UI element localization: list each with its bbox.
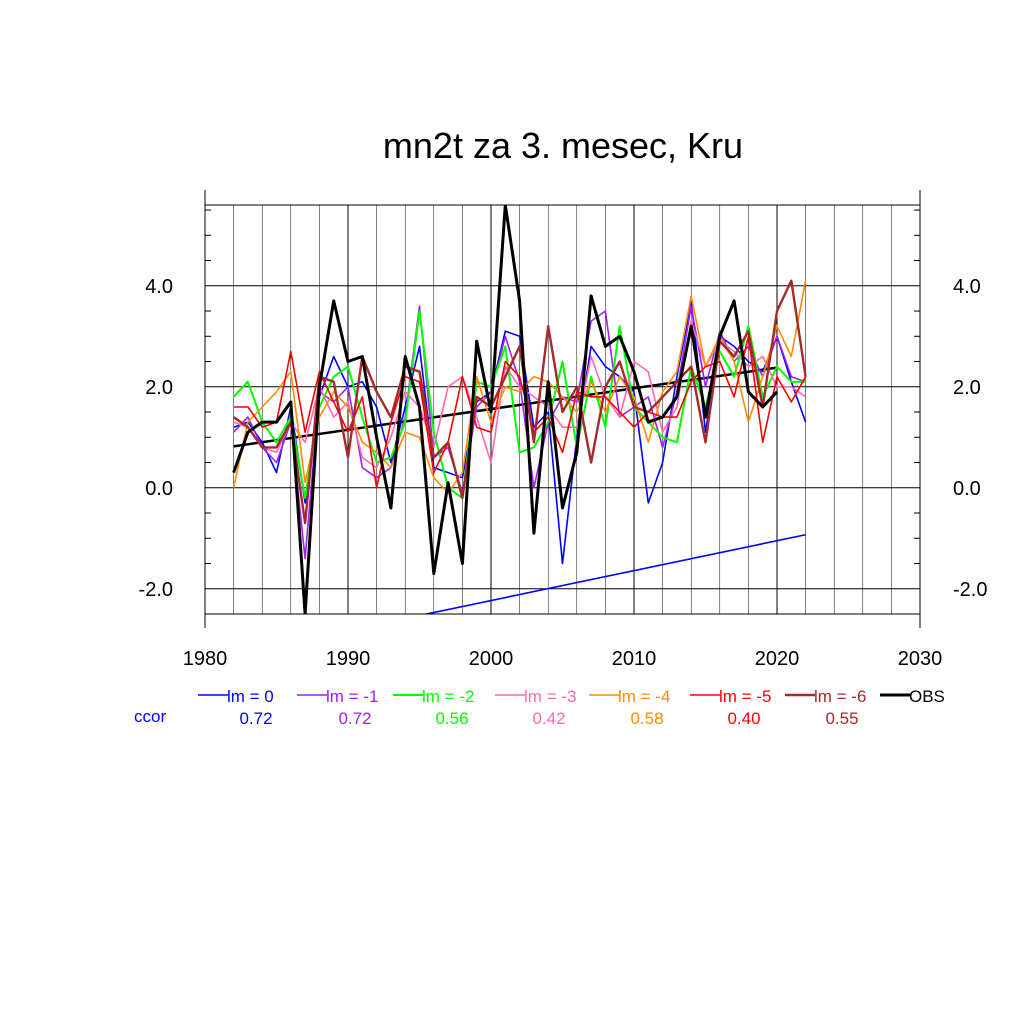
- trend-lines: [233, 366, 806, 614]
- correlation-label: ccor: [134, 707, 166, 726]
- legend: lm = 0 lm = -1 lm = -2 lm = -3 lm = -4 lm = -…: [134, 687, 945, 728]
- x-tick-label: 2030: [898, 648, 943, 670]
- y-tick-label-left: 2.0: [145, 377, 173, 399]
- y-tick-label-left: 0.0: [145, 478, 173, 500]
- legend-label: lm = 0: [227, 687, 274, 706]
- correlation-value: 0.56: [435, 709, 468, 728]
- legend-label: lm = -3: [524, 687, 576, 706]
- legend-label: lm = -1: [326, 687, 378, 706]
- series-line: [233, 305, 806, 560]
- trend-line: [422, 533, 806, 614]
- y-tick-label-right: -2.0: [953, 579, 987, 601]
- correlation-value: 0.40: [727, 709, 760, 728]
- series-lines: [232, 205, 807, 614]
- legend-label: lm = -5: [719, 687, 771, 706]
- y-tick-label-right: 4.0: [953, 276, 981, 298]
- trend-line: [233, 366, 778, 448]
- legend-label: lm = -6: [814, 687, 866, 706]
- legend-label: lm = -4: [618, 687, 670, 706]
- correlation-value: 0.42: [532, 709, 565, 728]
- correlation-value: 0.55: [825, 709, 858, 728]
- series-line: [232, 279, 807, 525]
- legend-label: OBS: [909, 687, 945, 706]
- axes: -2.0 -2.0 0.0 0.0 2.0 2.0 4.0 4.0 1980 1990 2000 20…: [139, 190, 987, 670]
- series-line: [232, 205, 779, 614]
- y-tick-label-right: 2.0: [953, 377, 981, 399]
- y-tick-label-left: 4.0: [145, 276, 173, 298]
- series-line: [233, 335, 807, 489]
- correlation-value: 0.58: [630, 709, 663, 728]
- series-line: [232, 280, 807, 494]
- correlation-value: 0.72: [239, 709, 272, 728]
- correlation-value: 0.72: [338, 709, 371, 728]
- chart-title: mn2t za 3. mesec, Kru: [383, 125, 743, 166]
- y-tick-label-right: 0.0: [953, 478, 981, 500]
- x-tick-label: 1990: [326, 648, 371, 670]
- x-tick-label: 2010: [612, 648, 657, 670]
- x-tick-label: 2000: [469, 648, 514, 670]
- x-tick-label: 2020: [755, 648, 800, 670]
- legend-label: lm = -2: [422, 687, 474, 706]
- x-tick-label: 1980: [183, 648, 228, 670]
- y-tick-label-left: -2.0: [139, 579, 173, 601]
